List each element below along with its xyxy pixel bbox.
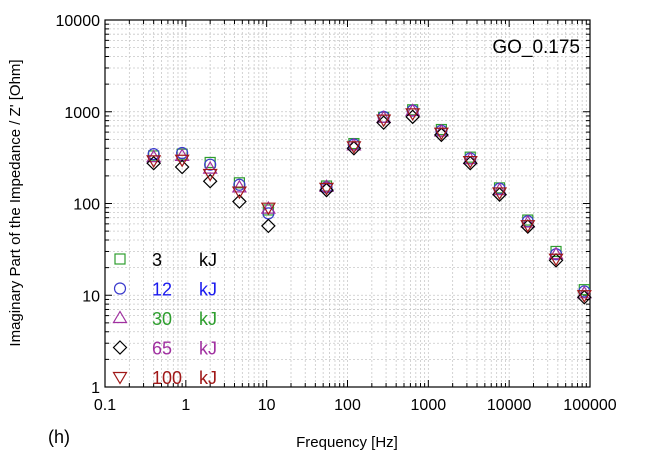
y-tick-label: 1 xyxy=(91,380,100,397)
x-tick-label: 1 xyxy=(181,397,190,414)
legend-unit: kJ xyxy=(199,339,217,359)
legend-value: 30 xyxy=(152,309,172,329)
legend-value: 3 xyxy=(152,250,162,270)
data-point-circle xyxy=(320,181,333,194)
x-tick-label: 100 xyxy=(334,397,361,414)
x-tick-label: 10 xyxy=(258,397,276,414)
data-points xyxy=(146,103,592,305)
data-point-diamond xyxy=(202,173,218,189)
data-point-triangle-up xyxy=(202,160,218,174)
data-point-triangle-up xyxy=(318,179,335,192)
data-point-diamond xyxy=(405,109,421,125)
data-point-triangle-up xyxy=(405,103,421,117)
data-point-triangle-down xyxy=(146,155,162,169)
axis-ticks xyxy=(105,20,590,387)
data-point-diamond xyxy=(376,115,391,131)
data-point-triangle-up xyxy=(520,214,536,228)
data-point-triangle-down xyxy=(433,127,449,141)
data-point-triangle-down xyxy=(520,220,536,233)
x-axis-title: Frequency [Hz] xyxy=(296,434,398,451)
data-point-triangle-down xyxy=(405,108,421,122)
legend: 3 kJ 12 kJ 30 kJ 65 kJ 100 kJ xyxy=(112,250,217,388)
data-point-triangle-down xyxy=(318,182,335,196)
data-point-triangle-down xyxy=(376,114,392,128)
data-point-circle xyxy=(204,158,217,171)
data-point-triangle-down xyxy=(548,253,564,267)
y-tick-label: 100 xyxy=(73,197,100,214)
y-axis-title: Imaginary Part of the Impedance / Z' [Oh… xyxy=(7,59,24,346)
data-point-triangle-down xyxy=(462,155,478,169)
data-point-triangle-up xyxy=(462,151,478,165)
data-point-triangle-up xyxy=(491,182,508,196)
data-point-triangle-up xyxy=(376,110,392,123)
data-point-triangle-up xyxy=(576,285,592,299)
x-tick-label: 10000 xyxy=(487,397,532,414)
data-point-diamond xyxy=(146,155,162,171)
legend-marker-diamond xyxy=(112,340,128,355)
data-point-triangle-down xyxy=(346,141,362,154)
legend-marker-triangle-down xyxy=(112,371,128,385)
x-tick-labels: 0.1 1 10 100 1000 10000 100000 xyxy=(94,397,617,414)
data-point-triangle-down xyxy=(174,154,190,168)
y-tick-label: 1000 xyxy=(64,105,100,122)
data-point-triangle-down xyxy=(260,202,276,216)
data-point-triangle-down xyxy=(576,290,592,303)
data-point-circle xyxy=(233,178,246,191)
y-tick-label: 10000 xyxy=(56,13,101,30)
data-point-triangle-down xyxy=(491,187,508,201)
legend-unit: kJ xyxy=(199,280,217,300)
legend-unit: kJ xyxy=(199,250,217,270)
y-tick-label: 10 xyxy=(82,288,100,305)
data-point-diamond xyxy=(261,218,276,234)
x-tick-label: 1000 xyxy=(411,397,447,414)
data-point-triangle-down xyxy=(231,186,247,200)
grid xyxy=(105,20,590,387)
data-point-circle xyxy=(147,148,160,161)
y-tick-labels: 1 10 100 1000 10000 xyxy=(56,13,101,397)
legend-marker-triangle-up xyxy=(112,310,128,324)
data-point-triangle-up xyxy=(231,179,247,193)
x-tick-label: 100000 xyxy=(563,397,616,414)
legend-unit: kJ xyxy=(199,368,217,388)
data-point-circle xyxy=(176,146,189,160)
legend-marker-circle xyxy=(113,282,127,295)
data-point-diamond xyxy=(232,194,247,209)
panel-label: (h) xyxy=(48,427,70,447)
legend-value: 100 xyxy=(152,368,182,388)
data-point-triangle-down xyxy=(202,168,218,182)
data-point-triangle-up xyxy=(548,246,564,260)
x-tick-label: 0.1 xyxy=(94,397,116,414)
legend-unit: kJ xyxy=(199,309,217,329)
data-point-diamond xyxy=(174,159,190,175)
data-point-triangle-up xyxy=(433,123,449,137)
legend-marker-square xyxy=(114,253,126,265)
legend-value: 12 xyxy=(152,280,172,300)
legend-value: 65 xyxy=(152,339,172,359)
chart-title: GO_0.175 xyxy=(492,37,580,58)
